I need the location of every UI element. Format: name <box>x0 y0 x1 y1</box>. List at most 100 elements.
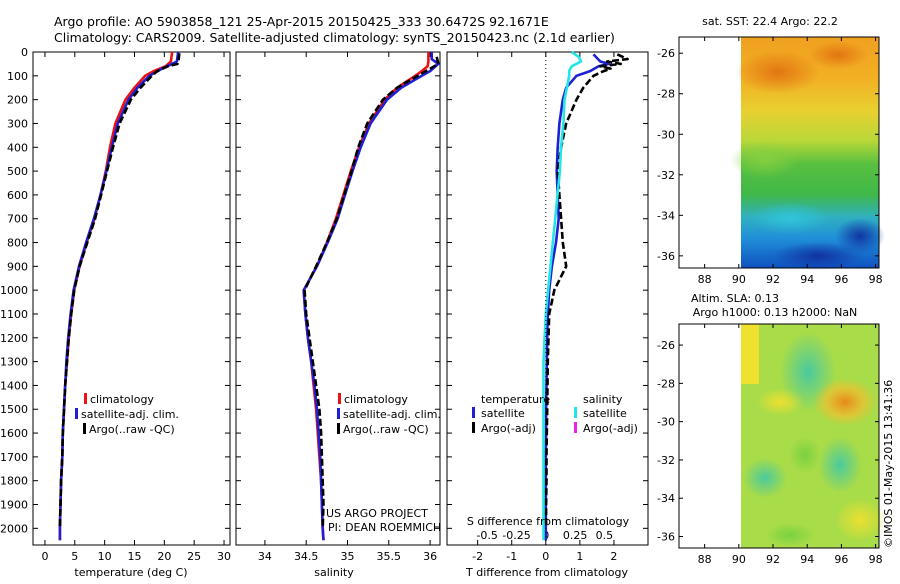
sla-yellow-patch <box>756 388 804 416</box>
salinity-legend: climatology satellite-adj. clim. Argo(..… <box>337 393 441 436</box>
sst-map-label: sat. SST: 22.4 Argo: 22.2 <box>702 15 838 28</box>
legend-satellite-swatch <box>75 408 78 419</box>
depth-tick-label: 1400 <box>0 379 28 392</box>
depth-tick-label: 800 <box>7 237 28 250</box>
legend-argo-label: Argo(..raw -QC) <box>89 423 175 436</box>
sla-green-patch <box>766 523 814 547</box>
sla-high-patch <box>813 378 877 426</box>
salinity-panel: 34 34.5 35 35.5 36 salinity climatology sate… <box>235 51 441 579</box>
sla-yellow-patch <box>834 498 886 542</box>
legend-t-argo-swatch <box>472 422 475 433</box>
x-tick-label: 34.5 <box>294 550 319 563</box>
argo-profile <box>303 56 440 529</box>
satellite-profile <box>302 52 440 541</box>
sla-low-patch <box>743 458 787 498</box>
lat-tick-label: -36 <box>657 250 675 263</box>
sla-map: Altim. SLA: 0.13 Argo h1000: 0.13 h2000:… <box>657 292 886 566</box>
sla-yellow-strip <box>741 324 759 384</box>
legend-s-satellite-label: satellite <box>583 407 627 420</box>
difference-axes-frame <box>446 51 649 546</box>
sla-label-line-2: Argo h1000: 0.13 h2000: NaN <box>693 306 858 319</box>
lon-tick-label: 88 <box>698 273 712 286</box>
temperature-panel: 0100200300400500600700800900100011001200… <box>0 46 231 579</box>
legend-satellite-label: satellite-adj. clim. <box>343 408 441 421</box>
x-tick-label: 35.5 <box>377 550 402 563</box>
sst-map-frame <box>678 36 880 269</box>
project-annotation: US ARGO PROJECT <box>326 507 428 520</box>
temperature-legend: climatology satellite-adj. clim. Argo(..… <box>75 393 179 436</box>
sst-cyan-patch <box>750 202 830 234</box>
depth-tick-label: 1200 <box>0 332 28 345</box>
difference-profiles <box>542 50 629 545</box>
sst-warm-patch <box>808 41 868 69</box>
sla-green-patch <box>789 437 821 473</box>
lon-tick-label: 96 <box>834 273 848 286</box>
lat-tick-label: -26 <box>657 47 675 60</box>
s-difference-xlabel: S difference from climatology <box>467 515 630 528</box>
t-satellite-profile <box>544 53 611 541</box>
legend-temperature-heading: temperature <box>481 393 550 406</box>
x-tick-label: 15 <box>127 550 141 563</box>
lat-tick-label: -30 <box>657 416 675 429</box>
x-tick-label: 30 <box>217 550 231 563</box>
satellite-profile <box>58 51 180 541</box>
lon-tick-label: 96 <box>834 553 848 566</box>
depth-tick-label: 300 <box>7 117 28 130</box>
x-tick-label: 1 <box>576 550 583 563</box>
legend-argo-swatch <box>83 423 86 434</box>
difference-depth-ticks <box>447 51 648 529</box>
lon-tick-label: 94 <box>800 273 814 286</box>
depth-tick-label: 0 <box>21 46 28 59</box>
salinity-profiles <box>302 52 440 541</box>
salinity-depth-ticks <box>236 51 440 529</box>
title-line-1: Argo profile: AO 5903858_121 25-Apr-2015… <box>54 14 549 29</box>
sst-map: sat. SST: 22.4 Argo: 22.2 88 90 92 94 96 98 -2… <box>657 15 885 286</box>
depth-tick-label: 2000 <box>0 522 28 535</box>
difference-legend: temperature salinity satellite satellite… <box>472 393 638 435</box>
depth-tick-label: 600 <box>7 189 28 202</box>
x-tick-label: 2 <box>610 550 617 563</box>
depth-tick-label: 100 <box>7 70 28 83</box>
sst-green-patch <box>730 142 800 178</box>
climatology-profile <box>58 51 174 541</box>
lon-tick-label: 90 <box>732 273 746 286</box>
depth-tick-label: 400 <box>7 141 28 154</box>
lon-tick-label: 94 <box>800 553 814 566</box>
sst-deep-patch <box>835 218 885 254</box>
temperature-profiles <box>58 51 181 541</box>
legend-satellite-swatch <box>337 408 340 419</box>
sla-low-patch <box>818 437 862 493</box>
legend-climatology-swatch <box>84 393 87 404</box>
title-line-2: Climatology: CARS2009. Satellite-adjuste… <box>54 30 615 45</box>
t-difference-xlabel: T difference from climatology <box>465 566 628 579</box>
t-argo-profile <box>544 53 629 529</box>
lat-tick-label: -32 <box>657 454 675 467</box>
lat-tick-label: -34 <box>657 209 675 222</box>
lat-tick-label: -30 <box>657 128 675 141</box>
lon-tick-label: 90 <box>732 553 746 566</box>
x-tick-label: -2 <box>472 550 483 563</box>
depth-tick-label: 700 <box>7 213 28 226</box>
lat-tick-label: -32 <box>657 169 675 182</box>
x-tick-label: 10 <box>98 550 112 563</box>
temperature-axes-frame <box>32 51 231 546</box>
depth-tick-label: 1800 <box>0 475 28 488</box>
lat-tick-label: -28 <box>657 88 675 101</box>
pi-annotation: PI: DEAN ROEMMICH <box>328 521 441 534</box>
salinity-axes-frame <box>235 51 441 546</box>
x-tick-label: 25 <box>187 550 201 563</box>
lat-tick-label: -26 <box>657 339 675 352</box>
legend-climatology-label: climatology <box>90 393 154 406</box>
depth-tick-label: 1900 <box>0 499 28 512</box>
legend-climatology-label: climatology <box>344 393 408 406</box>
sst-warm-patch <box>736 50 820 94</box>
x-tick-label: 35 <box>340 550 354 563</box>
sla-map-axes: 88 90 92 94 96 98 -26 -28 -30 -32 -34 -36 <box>657 324 883 566</box>
legend-argo-swatch <box>337 423 340 434</box>
depth-axis: 0 100 200 300 400 500 600 700 800 900 1000 1100 1200… <box>0 46 230 535</box>
x-tick-label: 20 <box>157 550 171 563</box>
legend-t-argo-label: Argo(-adj) <box>481 422 536 435</box>
sst-map-axes: 88 90 92 94 96 98 -26 -28 -30 -32 -34 -36 <box>657 37 883 286</box>
legend-argo-label: Argo(..raw -QC) <box>343 423 429 436</box>
